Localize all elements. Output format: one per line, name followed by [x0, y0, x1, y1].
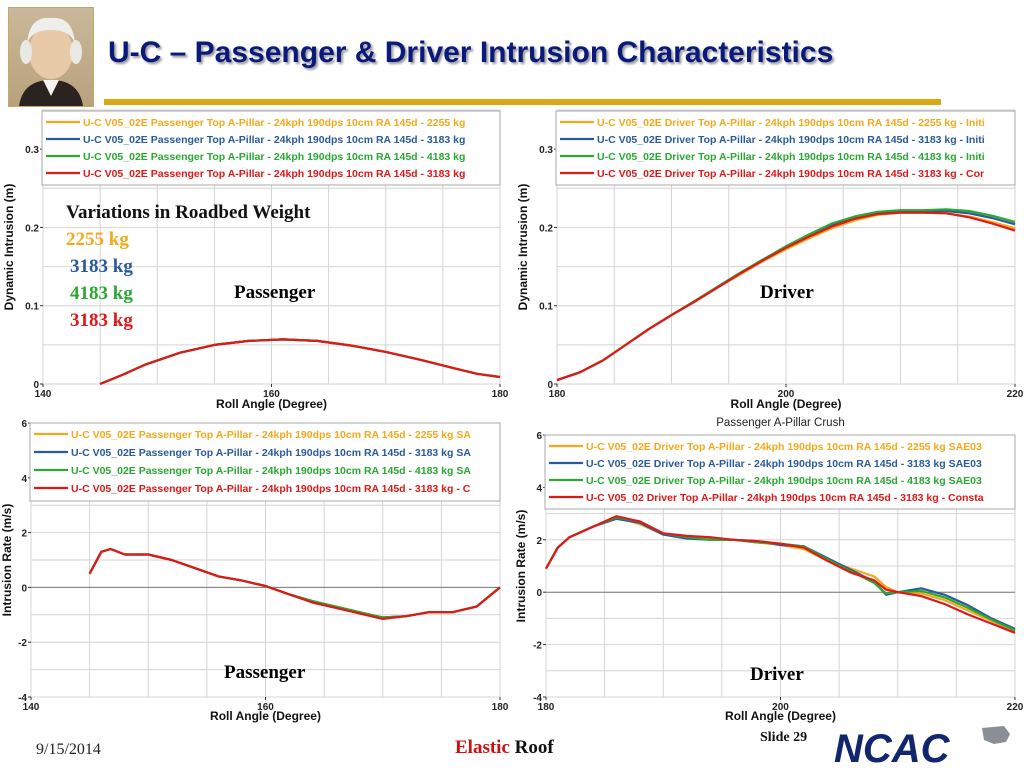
annotation-passenger-bottom: Passenger — [224, 662, 306, 683]
footer-title: Elastic Roof — [455, 737, 554, 759]
legend-label: U-C V05_02E Driver Top A-Pillar - 24kph … — [597, 168, 984, 180]
legend: U-C V05_02E Passenger Top A-Pillar - 24k… — [46, 117, 465, 180]
annotation-passenger-top: Passenger — [234, 282, 316, 303]
x-tick-label: 160 — [257, 702, 274, 713]
x-tick-label: 220 — [1007, 702, 1024, 713]
y-tick-label: 0 — [33, 380, 39, 391]
x-axis-title: Roll Angle (Degree) — [210, 709, 321, 723]
chart-driver-intrusion: 0 0.1 0.2 0.3 180 200 220 Roll Angle (Degree) Dy… — [516, 109, 1024, 411]
x-tick-label: 180 — [549, 389, 566, 400]
y-tick-label: 0 — [536, 588, 542, 599]
page-title: U-C – Passenger & Driver Intrusion Chara… — [108, 36, 834, 69]
footer-title-word-2: Roof — [514, 737, 554, 758]
chart-title: Passenger A-Pillar Crush — [716, 417, 844, 429]
slide-number: Slide 29 — [760, 730, 808, 745]
x-tick-label: 200 — [772, 702, 789, 713]
x-tick-label: 220 — [1007, 389, 1024, 400]
legend-label: U-C V05_02E Driver Top A-Pillar - 24kph … — [597, 117, 985, 129]
footer-date: 9/15/2014 — [36, 741, 101, 758]
y-tick-label: 2 — [536, 536, 542, 547]
variation-item: 2255 kg — [66, 229, 129, 250]
legend: U-C V05_02E Driver Top A-Pillar - 24kph … — [560, 117, 985, 180]
legend-label: U-C V05_02E Passenger Top A-Pillar - 24k… — [71, 465, 471, 477]
legend-label: U-C V05_02E Driver Top A-Pillar - 24kph … — [597, 134, 985, 146]
y-tick-label: -4 — [533, 693, 542, 704]
x-tick-label: 140 — [35, 389, 52, 400]
legend-label: U-C V05_02E Passenger Top A-Pillar - 24k… — [71, 447, 471, 459]
x-tick-label: 160 — [263, 389, 280, 400]
y-tick-label: 0.3 — [539, 145, 553, 156]
y-tick-label: 6 — [21, 419, 27, 430]
y-axis-title: Intrusion Rate (m/s) — [0, 504, 14, 617]
title-underline — [104, 99, 941, 105]
legend: U-C V05_02E Passenger Top A-Pillar - 24k… — [34, 429, 471, 495]
x-axis-title: Roll Angle (Degree) — [216, 397, 327, 411]
chart-driver-intrusion-rate: -4 -2 0 2 4 6 180 200 220 Roll Angle (Degree) Intr… — [514, 417, 1024, 723]
y-tick-label: 2 — [21, 529, 27, 540]
legend-label: U-C V05_02E Passenger Top A-Pillar - 24k… — [83, 168, 465, 180]
y-tick-label: -2 — [18, 638, 27, 649]
legend-label: U-C V05_02E Driver Top A-Pillar - 24kph … — [586, 458, 982, 470]
legend-label: U-C V05_02E Driver Top A-Pillar - 24kph … — [586, 441, 982, 453]
variation-item: 4183 kg — [70, 283, 133, 304]
y-axis-title: Dynamic Intrusion (m) — [516, 184, 530, 311]
y-axis-title: Intrusion Rate (m/s) — [514, 510, 528, 623]
y-tick-label: 4 — [21, 474, 27, 485]
x-axis-title: Roll Angle (Degree) — [725, 709, 836, 723]
y-tick-label: 0.1 — [25, 302, 39, 313]
chart-passenger-intrusion: 0 0.1 0.2 0.3 140 160 180 Roll Angle (Degree) Dy… — [2, 109, 509, 411]
series-line — [99, 338, 501, 386]
legend-label: U-C V05_02E Driver Top A-Pillar - 24kph … — [586, 475, 982, 487]
annotation-driver-bottom: Driver — [750, 664, 804, 685]
legend-label: U-C V05_02E Passenger Top A-Pillar - 24k… — [71, 429, 471, 441]
x-tick-label: 180 — [538, 702, 555, 713]
legend-box — [544, 434, 1016, 510]
logo-text: NCAC — [834, 727, 951, 768]
y-tick-label: 0.2 — [539, 223, 553, 234]
annotation-driver-top: Driver — [760, 282, 814, 303]
portrait-image — [8, 7, 94, 107]
variations-title: Variations in Roadbed Weight — [66, 202, 311, 223]
series-line — [88, 547, 501, 620]
variation-item: 3183 kg — [70, 256, 133, 277]
x-tick-label: 140 — [23, 702, 40, 713]
y-tick-label: 4 — [536, 483, 542, 494]
legend-box — [29, 422, 501, 502]
y-tick-label: 0.3 — [25, 145, 39, 156]
legend-box — [555, 110, 1016, 186]
legend-label: U-C V05_02E Passenger Top A-Pillar - 24k… — [83, 134, 465, 146]
legend-box — [41, 110, 501, 186]
x-tick-label: 180 — [492, 702, 509, 713]
footer-title-word-1: Elastic — [455, 737, 510, 758]
legend-label: U-C V05_02 Driver Top A-Pillar - 24kph 1… — [586, 492, 984, 504]
y-tick-label: 0 — [21, 583, 27, 594]
legend: U-C V05_02E Driver Top A-Pillar - 24kph … — [549, 441, 984, 504]
y-axis-title: Dynamic Intrusion (m) — [2, 184, 16, 311]
x-tick-label: 200 — [778, 389, 795, 400]
x-tick-label: 180 — [492, 389, 509, 400]
legend-label: U-C V05_02E Driver Top A-Pillar - 24kph … — [597, 151, 985, 163]
series-line — [556, 211, 1016, 382]
series-line — [545, 515, 1016, 634]
y-tick-label: 0.1 — [539, 302, 553, 313]
legend-label: U-C V05_02E Passenger Top A-Pillar - 24k… — [71, 483, 471, 495]
legend-label: U-C V05_02E Passenger Top A-Pillar - 24k… — [83, 117, 465, 129]
y-tick-label: -2 — [533, 641, 542, 652]
x-axis-title: Roll Angle (Degree) — [731, 397, 842, 411]
ncac-logo: NCAC — [834, 722, 1014, 771]
y-tick-label: 0.2 — [25, 223, 39, 234]
variation-item: 3183 kg — [70, 310, 133, 331]
y-tick-label: 6 — [536, 431, 542, 442]
legend-label: U-C V05_02E Passenger Top A-Pillar - 24k… — [83, 151, 465, 163]
chart-passenger-intrusion-rate: -4 -2 0 2 4 6 140 160 180 Roll Angle (Degree) Intr… — [0, 419, 509, 723]
y-tick-label: -4 — [18, 693, 27, 704]
y-tick-label: 0 — [547, 380, 553, 391]
